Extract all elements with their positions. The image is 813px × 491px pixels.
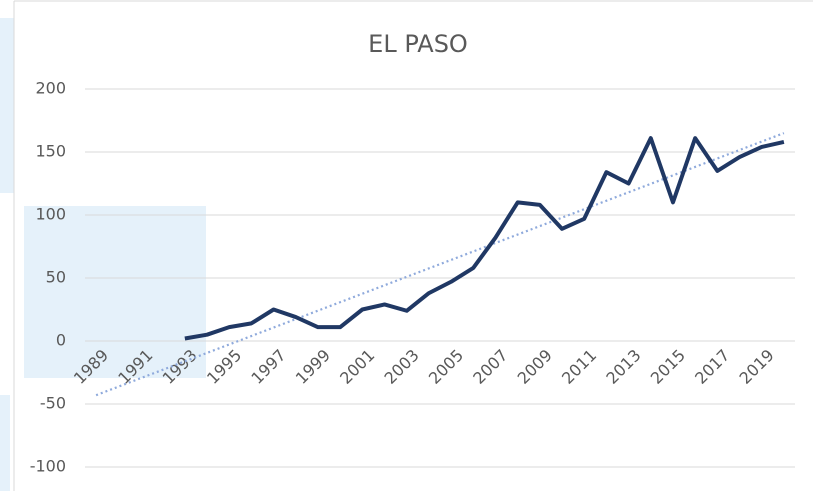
x-tick-label: 2013 (602, 346, 644, 388)
background-panel (0, 395, 10, 491)
x-tick-label: 2003 (381, 346, 423, 388)
y-tick-label: -50 (40, 394, 66, 413)
x-tick-label: 2015 (647, 346, 689, 388)
y-tick-label: 100 (35, 205, 66, 224)
y-tick-label: -100 (30, 457, 66, 476)
y-tick-label: 200 (35, 79, 66, 98)
y-tick-label: 50 (46, 268, 66, 287)
y-tick-label: 0 (56, 331, 66, 350)
line-series (184, 136, 785, 341)
y-tick-label: 150 (35, 142, 66, 161)
x-tick-label: 2019 (736, 346, 778, 388)
x-tick-label: 2007 (469, 346, 511, 388)
x-tick-label: 2005 (425, 346, 467, 388)
background-panel (0, 18, 14, 193)
background-panel (24, 206, 206, 378)
x-tick-label: 2009 (514, 346, 556, 388)
x-tick-label: 1997 (247, 346, 289, 388)
x-tick-label: 1999 (292, 346, 334, 388)
x-tick-label: 2001 (336, 346, 378, 388)
x-tick-label: 2011 (558, 346, 600, 388)
x-tick-label: 2017 (691, 346, 733, 388)
chart-title: EL PASO (368, 30, 468, 58)
